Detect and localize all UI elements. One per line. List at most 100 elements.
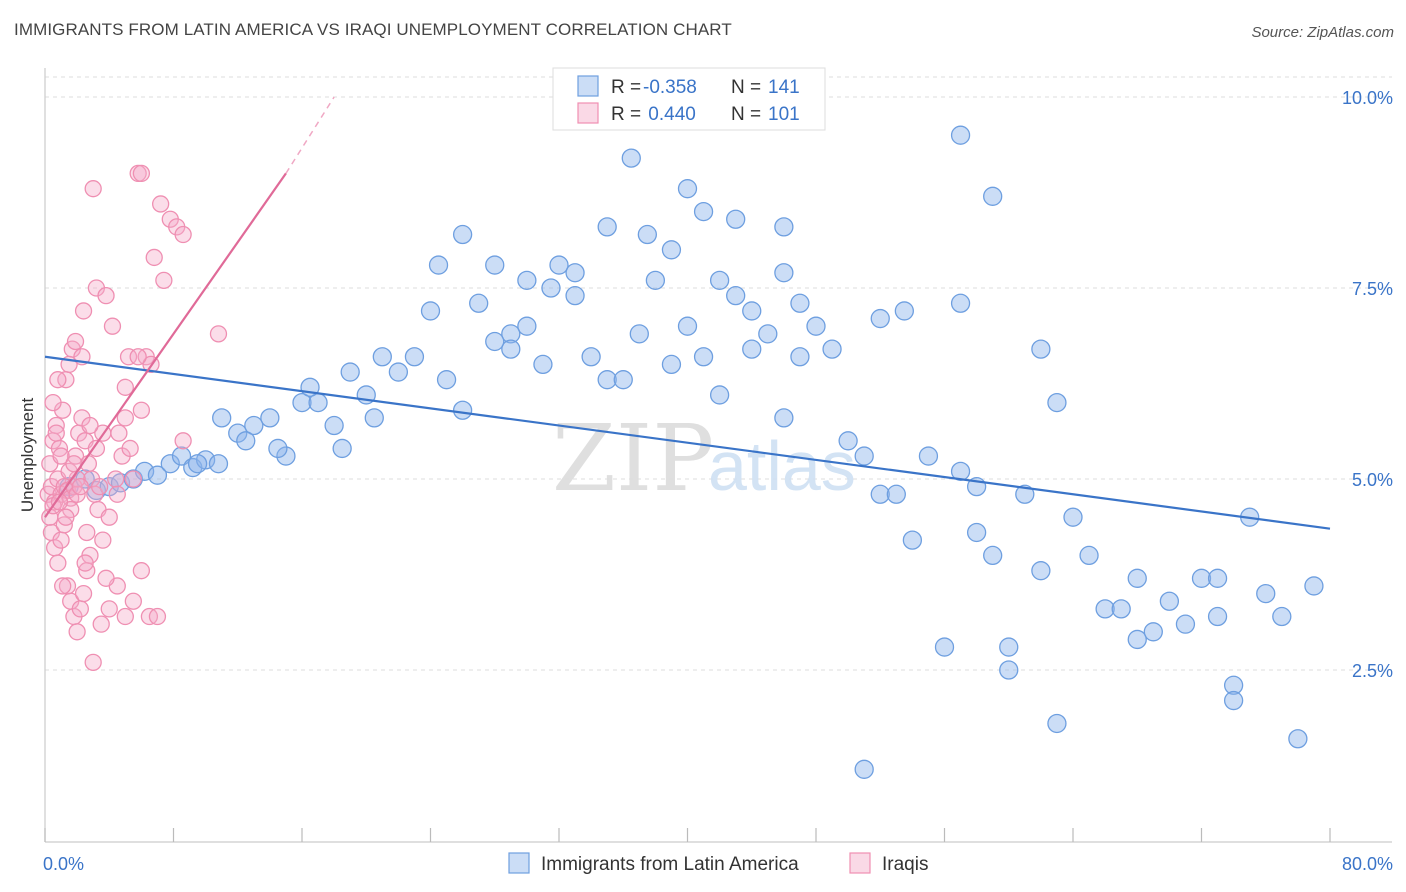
data-point	[1047, 713, 1067, 734]
data-point	[902, 530, 923, 550]
data-point	[677, 179, 698, 199]
data-point	[1047, 392, 1067, 413]
data-point	[629, 324, 649, 344]
data-point	[1095, 599, 1115, 619]
data-point	[983, 186, 1003, 206]
data-point	[1304, 576, 1324, 596]
y-tick-label: 7.5%	[1352, 279, 1393, 299]
data-point	[92, 615, 110, 633]
data-point	[71, 600, 89, 618]
data-point	[388, 362, 409, 382]
data-point	[372, 347, 392, 367]
data-point	[934, 637, 955, 657]
trend-line-pink-extension	[285, 96, 335, 174]
data-point	[47, 424, 65, 442]
data-point	[533, 354, 553, 375]
data-point	[822, 339, 842, 359]
gridlines	[45, 76, 1392, 671]
data-point	[1127, 629, 1147, 650]
legend-r-label-blue: R =	[611, 77, 641, 98]
series-iraqis	[39, 164, 228, 672]
y-tick-label: 5.0%	[1352, 470, 1393, 490]
data-point	[404, 347, 425, 367]
data-point	[854, 759, 874, 779]
data-point	[758, 324, 778, 344]
data-point	[436, 370, 457, 390]
data-point	[1015, 484, 1035, 504]
data-point	[485, 331, 505, 352]
data-point	[155, 271, 173, 290]
correlation-legend: R = -0.358 N = 141 R = 0.440 N = 101	[552, 67, 826, 131]
data-point	[966, 522, 987, 543]
data-point	[1191, 568, 1212, 588]
watermark: ZIP atlas	[552, 405, 856, 512]
data-point	[709, 385, 730, 405]
legend-n-value-pink: 101	[768, 104, 800, 125]
data-point	[621, 148, 641, 168]
data-point	[597, 217, 617, 237]
data-point	[332, 438, 352, 459]
data-point	[119, 348, 138, 366]
data-point	[774, 217, 794, 237]
data-point	[244, 415, 264, 436]
data-point	[854, 446, 874, 466]
data-point	[1175, 614, 1196, 634]
legend-n-value-blue: 141	[768, 77, 800, 98]
data-point	[645, 270, 666, 291]
trend-line-pink	[44, 172, 287, 518]
bottom-legend-swatch-blue	[508, 852, 530, 874]
data-point	[790, 293, 810, 313]
data-point	[790, 347, 810, 367]
data-point	[116, 378, 134, 396]
data-point	[260, 408, 280, 428]
data-point	[452, 400, 473, 420]
data-point	[1223, 675, 1244, 695]
data-point	[742, 301, 762, 321]
data-point	[100, 600, 118, 618]
legend-r-value-pink: 0.440	[643, 104, 696, 125]
bottom-legend-label-blue: Immigrants from Latin America	[541, 854, 799, 875]
data-point	[49, 371, 67, 389]
watermark-atlas: atlas	[708, 427, 856, 505]
axes	[44, 68, 1392, 843]
data-point	[364, 408, 384, 428]
data-point	[50, 493, 69, 511]
data-point	[726, 285, 746, 306]
data-point	[228, 423, 248, 443]
y-tick-label: 10.0%	[1342, 88, 1393, 108]
data-point	[123, 469, 143, 489]
data-point	[268, 438, 288, 459]
data-point	[1256, 583, 1276, 604]
data-point	[71, 477, 89, 496]
data-point	[950, 461, 971, 482]
legend-swatch-pink	[577, 102, 599, 124]
data-point	[208, 454, 229, 474]
bottom-legend-swatch-pink	[849, 852, 871, 874]
series-immigrants-latin-america	[59, 125, 1324, 779]
data-point	[1223, 690, 1244, 711]
data-point	[1063, 507, 1083, 527]
data-point	[452, 224, 473, 245]
data-point	[57, 508, 75, 526]
data-point	[597, 370, 617, 390]
data-point	[999, 637, 1019, 657]
y-tick-label: 2.5%	[1352, 661, 1393, 681]
data-point	[68, 623, 86, 641]
legend-r-label-pink: R =	[611, 104, 641, 125]
data-point	[693, 347, 714, 367]
legend-swatch-blue	[577, 75, 599, 97]
data-point	[90, 477, 109, 496]
data-point	[116, 409, 134, 427]
data-point	[76, 554, 94, 572]
data-point	[501, 339, 521, 359]
data-point	[74, 584, 93, 603]
data-point	[1111, 599, 1131, 619]
chart-title: IMMIGRANTS FROM LATIN AMERICA VS IRAQI U…	[14, 20, 732, 39]
data-point	[726, 209, 746, 229]
data-point	[74, 302, 93, 320]
data-point	[774, 263, 794, 283]
legend-n-label-blue: N =	[731, 77, 761, 98]
data-point	[209, 325, 228, 343]
data-point	[81, 416, 99, 435]
